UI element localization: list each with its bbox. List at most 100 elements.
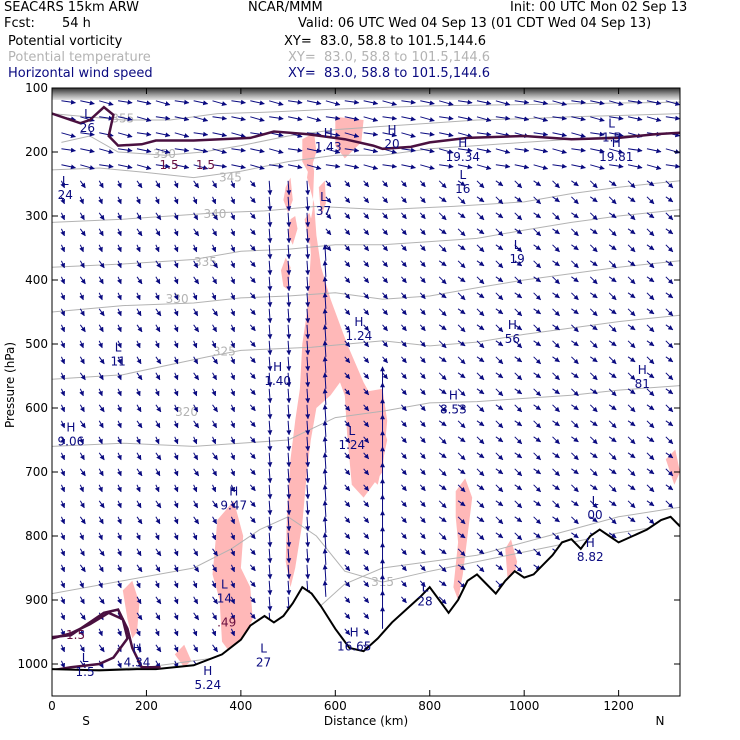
wind-vector (322, 372, 328, 389)
wind-vector (60, 420, 65, 429)
wind-vector (457, 260, 466, 269)
wind-vector (322, 564, 328, 581)
extremum-kind: L (422, 581, 429, 595)
wind-vector (552, 356, 560, 363)
theta-label: 325 (213, 345, 236, 359)
wind-vector (457, 212, 466, 219)
wind-vector (665, 260, 674, 267)
wind-vector (571, 404, 579, 411)
wind-vector (495, 115, 511, 121)
wind-vector (305, 452, 311, 468)
wind-vector (286, 548, 292, 564)
wind-vector (514, 228, 523, 235)
wind-vector (117, 580, 122, 589)
wind-vector (363, 100, 379, 106)
wind-vector (230, 452, 235, 461)
wind-vector (305, 308, 311, 324)
wind-vector (288, 147, 303, 153)
wind-vector (627, 324, 636, 331)
wind-vector (79, 196, 84, 205)
wind-vector (609, 100, 624, 106)
wind-vector (533, 420, 541, 429)
wind-vector (571, 356, 579, 365)
wind-vector (173, 228, 179, 237)
wind-vector (212, 308, 218, 317)
wind-vector (267, 548, 273, 564)
wind-vector (533, 244, 542, 251)
wind-vector (401, 228, 407, 236)
wind-vector (155, 548, 162, 557)
wind-vector (344, 308, 351, 316)
wind-vector (230, 308, 235, 317)
extremum-kind: L (348, 424, 355, 438)
wind-vector (117, 244, 122, 253)
wind-vector (286, 420, 292, 436)
wind-vector (193, 276, 200, 285)
wind-vector (401, 372, 407, 380)
wind-vector (60, 292, 65, 301)
wind-vector (438, 212, 447, 221)
wind-vector (230, 420, 235, 429)
y-tick-label: 800 (25, 529, 48, 543)
wind-vector (305, 356, 311, 372)
extremum-kind: L (608, 117, 615, 131)
wind-vector (322, 532, 328, 549)
wind-vector (322, 516, 328, 533)
wind-vector (249, 212, 256, 220)
x-tick-label: 1000 (509, 699, 540, 713)
wind-vector (571, 164, 586, 170)
wind-vector (344, 196, 351, 204)
wind-vector (476, 324, 485, 331)
wind-vector (571, 420, 579, 429)
wind-vector (514, 260, 523, 267)
wind-vector (495, 196, 504, 205)
wind-vector (533, 388, 541, 397)
extremum-value: 1.5 (602, 131, 621, 145)
wind-vector (476, 308, 485, 317)
wind-vector (60, 484, 65, 493)
wind-vector (476, 196, 485, 203)
wind-vector (438, 404, 447, 413)
wind-vector (495, 292, 504, 301)
extremum-kind: H (458, 136, 467, 150)
wind-vector (322, 260, 328, 277)
wind-vector (154, 196, 160, 205)
wind-vector (286, 212, 292, 228)
wind-vector (286, 404, 292, 420)
extremum-kind: L (260, 641, 267, 655)
wind-vector (438, 532, 447, 541)
y-tick-label: 200 (25, 145, 48, 159)
wind-vector (514, 420, 523, 427)
wind-vector (60, 436, 65, 445)
wind-vector (155, 324, 161, 333)
wind-vector (665, 228, 674, 235)
wind-vector (438, 500, 447, 509)
wind-vector (250, 164, 265, 170)
wind-vector (344, 596, 351, 604)
wind-vector (571, 388, 579, 397)
wind-vector (495, 180, 504, 187)
wind-vector (286, 228, 292, 244)
wind-vector (363, 500, 370, 508)
wind-vector (287, 164, 303, 170)
wind-vector (533, 532, 542, 539)
wind-vector (344, 212, 351, 220)
wind-vector (476, 228, 485, 235)
wind-vector (627, 372, 636, 381)
wind-vector (401, 340, 407, 348)
pv-fill-region (335, 116, 364, 159)
wind-vector (552, 228, 560, 235)
wind-vector (344, 548, 351, 556)
wind-vector (79, 212, 85, 221)
wind-vector (305, 244, 311, 260)
wind-vector (401, 276, 407, 284)
wind-vector (514, 99, 530, 105)
wind-vector (344, 564, 351, 572)
wind-vector (589, 324, 598, 331)
extremum-value: 28 (417, 595, 432, 609)
wind-vector (231, 99, 246, 105)
wind-vector (286, 356, 292, 372)
wind-vector (79, 596, 85, 605)
wind-vector (419, 420, 426, 428)
